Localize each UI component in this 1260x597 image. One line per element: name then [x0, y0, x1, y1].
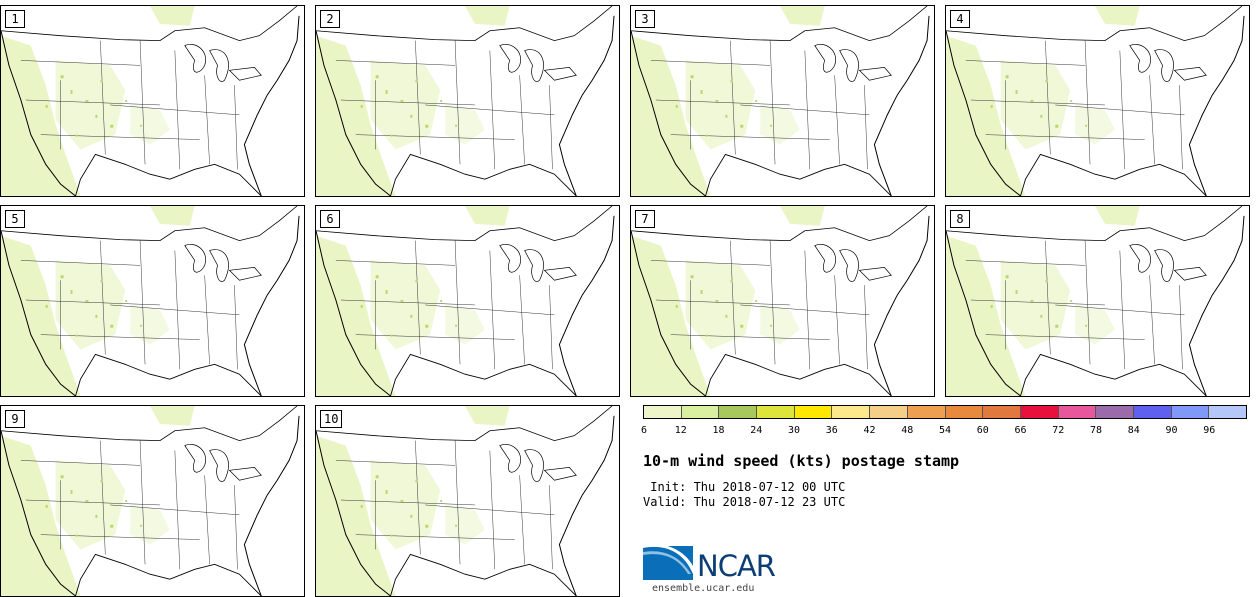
- member-number-label: 1: [5, 10, 25, 28]
- colorbar-segment: [1209, 406, 1246, 418]
- member-number-label: 6: [320, 210, 340, 228]
- us-map-icon: [631, 6, 934, 196]
- colorbar-segment: [794, 406, 833, 418]
- us-map-icon: [316, 406, 619, 596]
- member-number-label: 3: [635, 10, 655, 28]
- colorbar-tick-label: 72: [1052, 425, 1065, 436]
- colorbar-tick-label: 90: [1165, 425, 1178, 436]
- colorbar-tick-label: 12: [674, 425, 687, 436]
- colorbar-tick-label: 30: [787, 425, 801, 436]
- colorbar-ticks: 6 12 18 24 30 36 42 48 54 60 66 72 78 84 90 96: [641, 425, 1247, 439]
- colorbar-tick-label: 54: [938, 425, 952, 436]
- colorbar-segment: [1133, 406, 1172, 418]
- ensemble-member-map-2: 2: [315, 5, 620, 197]
- ensemble-member-map-10: 10: [315, 405, 620, 597]
- colorbar-tick-label: 48: [901, 425, 914, 436]
- us-map-icon: [946, 206, 1249, 396]
- colorbar-segment: [945, 406, 984, 418]
- colorbar-tick-label: 36: [825, 425, 838, 436]
- member-number-label: 8: [950, 210, 970, 228]
- colorbar-tick-label: 66: [1014, 425, 1027, 436]
- colorbar-tick-label: 6: [641, 425, 648, 436]
- ensemble-member-map-3: 3: [630, 5, 935, 197]
- colorbar-segment: [1058, 406, 1097, 418]
- colorbar-tick-label: 84: [1127, 425, 1140, 436]
- us-map-icon: [631, 206, 934, 396]
- member-number-label: 4: [950, 10, 970, 28]
- us-map-icon: [946, 6, 1249, 196]
- colorbar-segment: [870, 406, 908, 418]
- ensemble-member-map-6: 6: [315, 205, 620, 397]
- member-number-label: 2: [320, 10, 340, 28]
- ensemble-member-map-1: 1: [0, 5, 305, 197]
- us-map-icon: [1, 6, 304, 196]
- us-map-icon: [1, 206, 304, 396]
- init-time: Init: Thu 2018-07-12 00 UTC: [643, 480, 846, 494]
- ensemble-member-map-7: 7: [630, 205, 935, 397]
- colorbar-segment: [681, 406, 720, 418]
- ensemble-member-map-5: 5: [0, 205, 305, 397]
- member-number-label: 7: [635, 210, 655, 228]
- ensemble-member-map-9: 9: [0, 405, 305, 597]
- logo-url: ensemble.ucar.edu: [652, 583, 755, 594]
- colorbar-tick-label: 60: [976, 425, 989, 436]
- colorbar-segment: [983, 406, 1021, 418]
- colorbar-segment: [907, 406, 946, 418]
- colorbar-segment: [644, 406, 682, 418]
- ensemble-member-map-8: 8: [945, 205, 1250, 397]
- colorbar-segment: [719, 406, 758, 418]
- chart-title: 10-m wind speed (kts) postage stamp: [643, 452, 960, 470]
- colorbar-tick-label: 24: [750, 425, 763, 436]
- colorbar-segment: [757, 406, 795, 418]
- us-map-icon: [316, 206, 619, 396]
- ncar-logo-text: NCAR: [697, 549, 776, 583]
- colorbar-tick-label: 96: [1203, 425, 1216, 436]
- member-number-label: 5: [5, 210, 25, 228]
- colorbar-tick-label: 78: [1089, 425, 1103, 436]
- us-map-icon: [316, 6, 619, 196]
- member-number-label: 9: [5, 410, 25, 428]
- colorbar-tick-label: 18: [712, 425, 725, 436]
- colorbar-segment: [1096, 406, 1134, 418]
- ensemble-member-map-4: 4: [945, 5, 1250, 197]
- ncar-logo-icon: [643, 543, 693, 580]
- colorbar: [643, 405, 1247, 419]
- colorbar-segment: [1171, 406, 1210, 418]
- member-number-label: 10: [320, 410, 343, 428]
- colorbar-segment: [832, 406, 871, 418]
- colorbar-tick-label: 42: [863, 425, 876, 436]
- valid-time: Valid: Thu 2018-07-12 23 UTC: [643, 495, 846, 509]
- colorbar-segment: [1020, 406, 1059, 418]
- us-map-icon: [1, 406, 304, 596]
